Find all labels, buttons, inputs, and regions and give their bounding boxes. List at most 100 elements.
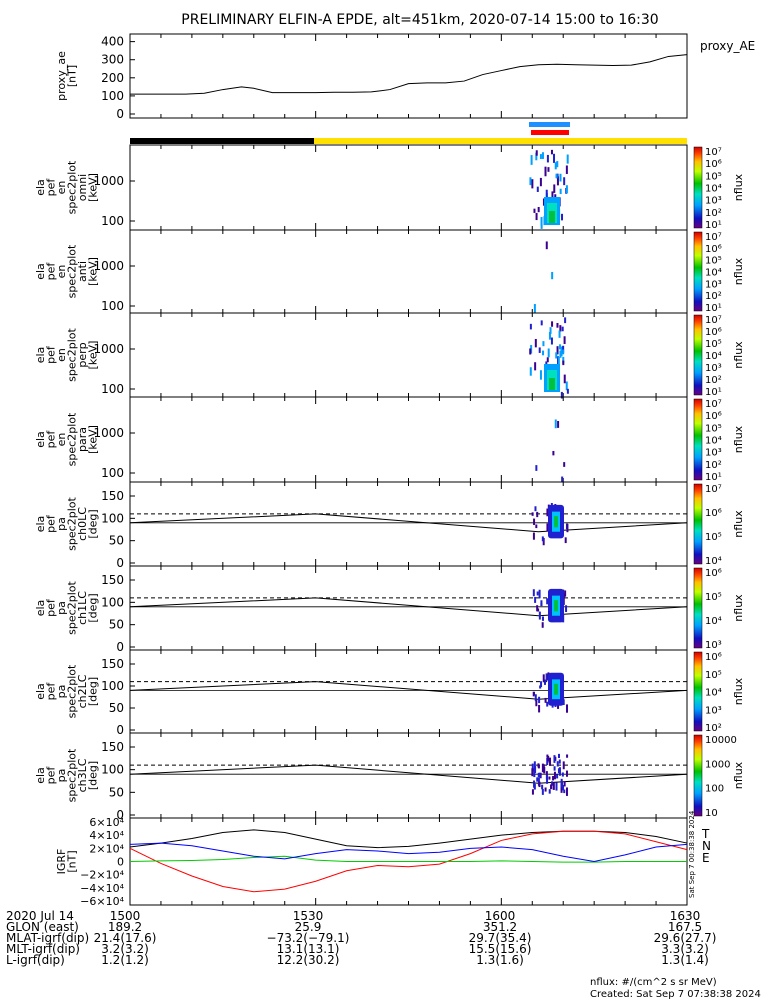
igrf-series-line (129, 829, 688, 849)
axes-frame (129, 732, 688, 819)
spectrogram-pixel (558, 330, 561, 338)
y-tick-label: 150 (101, 740, 124, 754)
ylabel-line: ela (34, 683, 47, 700)
ylabel-line: omni (76, 174, 89, 201)
colorbar-tick-label: 10⁷ (705, 232, 722, 243)
pa-pixel (535, 698, 538, 707)
ylabel-line: ela (34, 347, 47, 364)
spectrogram-pixel (561, 476, 564, 482)
axes-frame (129, 649, 688, 734)
legend-proxy-ae: proxy_AE (700, 39, 755, 53)
ylabel-line: ch1LC (76, 591, 89, 625)
pa-pixel (540, 600, 543, 607)
pa-pixel (560, 778, 563, 788)
pa-pixel (538, 781, 541, 788)
spectrogram-pixel (563, 336, 566, 344)
y-tick-label: 4×10⁴ (89, 829, 124, 842)
spectrogram-pixel (539, 177, 542, 187)
colorbar-tick-label: 10² (705, 375, 722, 386)
pa-pixel (563, 789, 566, 794)
science-zone-red (531, 130, 569, 135)
ylabel-line: pa (55, 685, 68, 699)
pa-pixel (548, 789, 551, 794)
y-tick-label: 1000 (93, 174, 124, 188)
spectrogram-pixel (556, 322, 559, 328)
pa-pixel (566, 754, 569, 758)
spectrogram-pixel (548, 331, 551, 340)
axes-frame (129, 312, 688, 398)
y-tick-label: 0 (116, 723, 124, 737)
colorbar-tick-label: 10¹ (705, 387, 722, 398)
pa-pixel (537, 765, 540, 769)
pa-pixel (536, 605, 539, 612)
spectrogram-pixel (556, 173, 559, 179)
pa-pixel (543, 679, 546, 685)
ylabel-line: en (55, 181, 68, 195)
spectrogram-pixel (566, 388, 569, 394)
colorbar-tick-label: 10 (705, 808, 718, 819)
ylabel-line: spec2plot (65, 664, 78, 718)
axes-frame (129, 33, 688, 119)
ylabel-line: [deg] (86, 677, 99, 706)
spectrogram-pixel (562, 356, 565, 364)
colorbar-tick-label: 10³ (705, 196, 722, 207)
colorbar-tick-label: 10² (705, 291, 722, 302)
spectrogram-pixel (553, 184, 556, 193)
created-stamp: Created: Sat Sep 7 07:38:38 2024 (590, 989, 761, 1000)
pa-pixel (558, 753, 561, 759)
pa-core (554, 600, 558, 612)
y-tick-label: 300 (101, 53, 124, 67)
spectrogram-pixel (547, 348, 550, 358)
pa-pixel (551, 781, 554, 786)
footer-row-label: 2020 Jul 14 (6, 909, 74, 923)
ylabel-line: en (55, 348, 68, 362)
ylabel-line: proxy_ae (55, 51, 68, 101)
colorbar-tick-label: 10⁶ (705, 568, 722, 579)
pa-pixel (564, 537, 567, 544)
colorbar-tick-label: 10¹ (705, 220, 722, 231)
pa-pixel (533, 761, 536, 769)
panel-anti: elapefenspec2plotanti[keV]10⁷10⁶10⁵10⁴10… (34, 229, 745, 314)
panel-para: elapefenspec2plotpara[keV]10⁷10⁶10⁵10⁴10… (34, 396, 745, 483)
footer-value: 15.5(15.6) (469, 942, 532, 956)
pa-pixel (566, 523, 569, 533)
spectrogram-pixel (529, 323, 532, 330)
y-tick-label: 1000 (93, 342, 124, 356)
spectrogram-pixel (555, 173, 558, 179)
ylabel-line: pef (44, 345, 57, 364)
spectrogram-pixel (559, 173, 562, 182)
pa-pixel (546, 523, 549, 532)
ylabel-line: IGRF (55, 849, 68, 875)
ylabel-line: spec2plot (65, 581, 78, 635)
colorbar-label: nflux (732, 341, 745, 369)
pa-pixel (561, 772, 564, 777)
y-tick-label: 50 (109, 785, 124, 799)
colorbar-tick-label: 10⁵ (705, 339, 722, 350)
spectrogram-pixel (563, 177, 566, 186)
spectrogram-pixel (546, 154, 549, 163)
pa-pixel (545, 673, 548, 682)
footer-value: 167.5 (668, 920, 702, 934)
spectrogram-pixel (545, 241, 548, 250)
spectrogram-pixel (562, 349, 565, 355)
ylabel-line: pef (44, 178, 57, 197)
colorbar-tick-label: 10¹ (705, 472, 722, 483)
spectrogram-pixel (553, 153, 556, 163)
axes-frame (129, 396, 688, 483)
y-tick-label: 50 (109, 618, 124, 632)
spectrogram-pixel (550, 149, 553, 155)
spectrogram-pixel (557, 356, 560, 366)
pa-pixel (557, 702, 560, 709)
igrf-legend-entry: E (702, 851, 710, 865)
ylabel-line: en (55, 265, 68, 279)
pa-pixel (556, 761, 559, 767)
pa-pixel (531, 768, 534, 777)
pa-pixel (533, 780, 536, 788)
pa-pixel (538, 611, 541, 620)
colorbar-tick-label: 10⁷ (705, 399, 722, 410)
pa-pixel (538, 589, 541, 599)
colorbar-tick-label: 10⁴ (705, 436, 722, 447)
y-tick-label: 200 (101, 71, 124, 85)
axes-frame (129, 144, 688, 231)
y-tick-label: −6×10⁴ (80, 895, 124, 908)
